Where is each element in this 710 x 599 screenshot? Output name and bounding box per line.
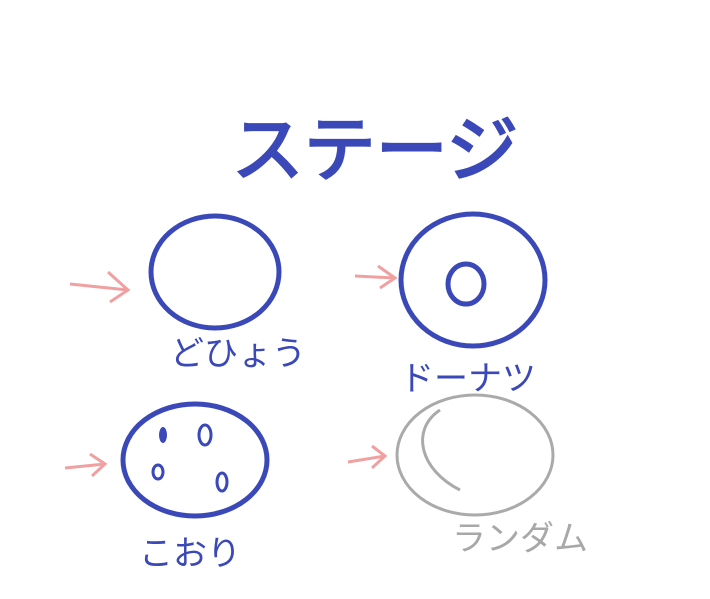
stage-option[interactable]: ドーナツ	[354, 211, 548, 399]
title: ステージ	[232, 108, 519, 192]
stage-option[interactable]: どひょう	[69, 213, 306, 374]
ice-drop	[159, 427, 167, 443]
stage-icon	[398, 211, 548, 349]
arrow	[354, 264, 398, 290]
ice-drop	[151, 463, 165, 481]
donut-hole	[445, 261, 487, 307]
arrow	[69, 270, 131, 304]
ice-drop	[197, 423, 213, 447]
stage-option[interactable]: こおり	[64, 401, 270, 574]
arrow	[64, 452, 108, 478]
stage-icon	[148, 213, 282, 331]
stage-icon	[120, 401, 270, 519]
stage-option[interactable]: ランダム	[347, 393, 588, 559]
ice-drop	[215, 471, 229, 493]
stage-icon	[395, 393, 555, 517]
stage-label: こおり	[139, 534, 241, 574]
sketch-line	[421, 408, 461, 492]
stage-label: どひょう	[170, 334, 306, 374]
stage-label: ドーナツ	[400, 359, 536, 399]
stage-label: ランダム	[452, 519, 588, 559]
arrow	[347, 444, 388, 470]
